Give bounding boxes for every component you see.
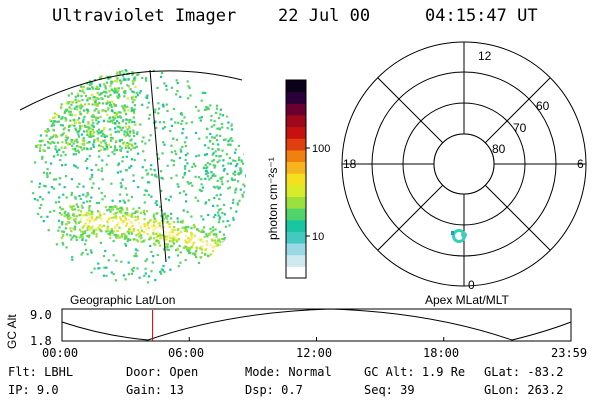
time-tick-0: 00:00 — [42, 346, 79, 360]
info-ip: IP: 9.0 — [8, 383, 59, 397]
mlat-label-60: 60 — [536, 99, 550, 113]
date-label: 22 Jul 00 — [278, 6, 371, 26]
colorbar-segment — [286, 138, 306, 151]
info-flt: Flt: LBHL — [8, 365, 74, 379]
info-seq: Seq: 39 — [364, 383, 415, 397]
altitude-ytick-high: 9.0 — [30, 308, 52, 322]
time-tick-4: 23:59 — [551, 346, 588, 360]
altitude-ylabel: GC Alt — [5, 314, 19, 349]
colorbar-segment — [286, 184, 306, 197]
mlat-label-80: 80 — [492, 142, 506, 156]
mlat-label-70: 70 — [513, 121, 527, 135]
colorbar-segment — [286, 149, 306, 163]
colorbar-segment — [286, 196, 306, 209]
altitude-curve — [61, 308, 572, 341]
info-gc-alt: GC Alt: 1.9 Re — [364, 365, 466, 379]
colorbar-segment — [286, 266, 306, 279]
colorbar-unit-label: photon cm⁻²s⁻¹ — [266, 157, 280, 240]
time-tick-3: 18:00 — [423, 346, 460, 360]
colorbar-tick-label-10: 10 — [312, 231, 324, 243]
colorbar-frame — [285, 79, 307, 279]
colorbar-segment — [286, 231, 306, 244]
colorbar-segment — [286, 126, 306, 139]
auroral-image — [30, 68, 246, 284]
info-mode: Mode: Normal — [245, 365, 332, 379]
instrument-title: Ultraviolet Imager — [52, 6, 237, 26]
colorbar-segment — [286, 161, 306, 174]
geographic-label: Geographic Lat/Lon — [70, 293, 175, 307]
info-door: Door: Open — [126, 365, 199, 379]
time-tick-1: 06:00 — [168, 346, 205, 360]
polar-plot — [341, 41, 587, 287]
apex-label: Apex MLat/MLT — [425, 293, 509, 307]
colorbar-tick-label-100: 100 — [312, 143, 330, 155]
geographic-grid-line — [19, 70, 243, 111]
polar-aurora-spot — [451, 229, 467, 243]
colorbar-segment — [286, 103, 306, 116]
colorbar-segment — [286, 208, 306, 221]
colorbar-segment — [286, 173, 306, 186]
mlt-label-6: 6 — [577, 157, 584, 171]
colorbar-segment — [286, 254, 306, 267]
info-glon: GLon: 263.2 — [484, 383, 564, 397]
colorbar-segment — [286, 80, 306, 93]
time-label: 04:15:47 UT — [425, 6, 538, 26]
mlt-label-18: 18 — [343, 157, 357, 171]
colorbar-segment — [286, 219, 306, 232]
info-glat: GLat: -83.2 — [484, 365, 564, 379]
info-gain: Gain: 13 — [126, 383, 184, 397]
altitude-ytick-low: 1.8 — [30, 334, 52, 348]
mlt-label-12: 12 — [478, 49, 492, 63]
geographic-meridian-line — [149, 69, 167, 263]
altitude-plot — [61, 308, 572, 342]
info-dsp: Dsp: 0.7 — [245, 383, 303, 397]
mlt-label-0: 0 — [468, 278, 475, 292]
time-tick-2: 12:00 — [296, 346, 333, 360]
colorbar-segment — [286, 114, 306, 128]
colorbar-segment — [286, 91, 306, 104]
colorbar — [286, 80, 306, 279]
colorbar-segment — [286, 243, 306, 256]
